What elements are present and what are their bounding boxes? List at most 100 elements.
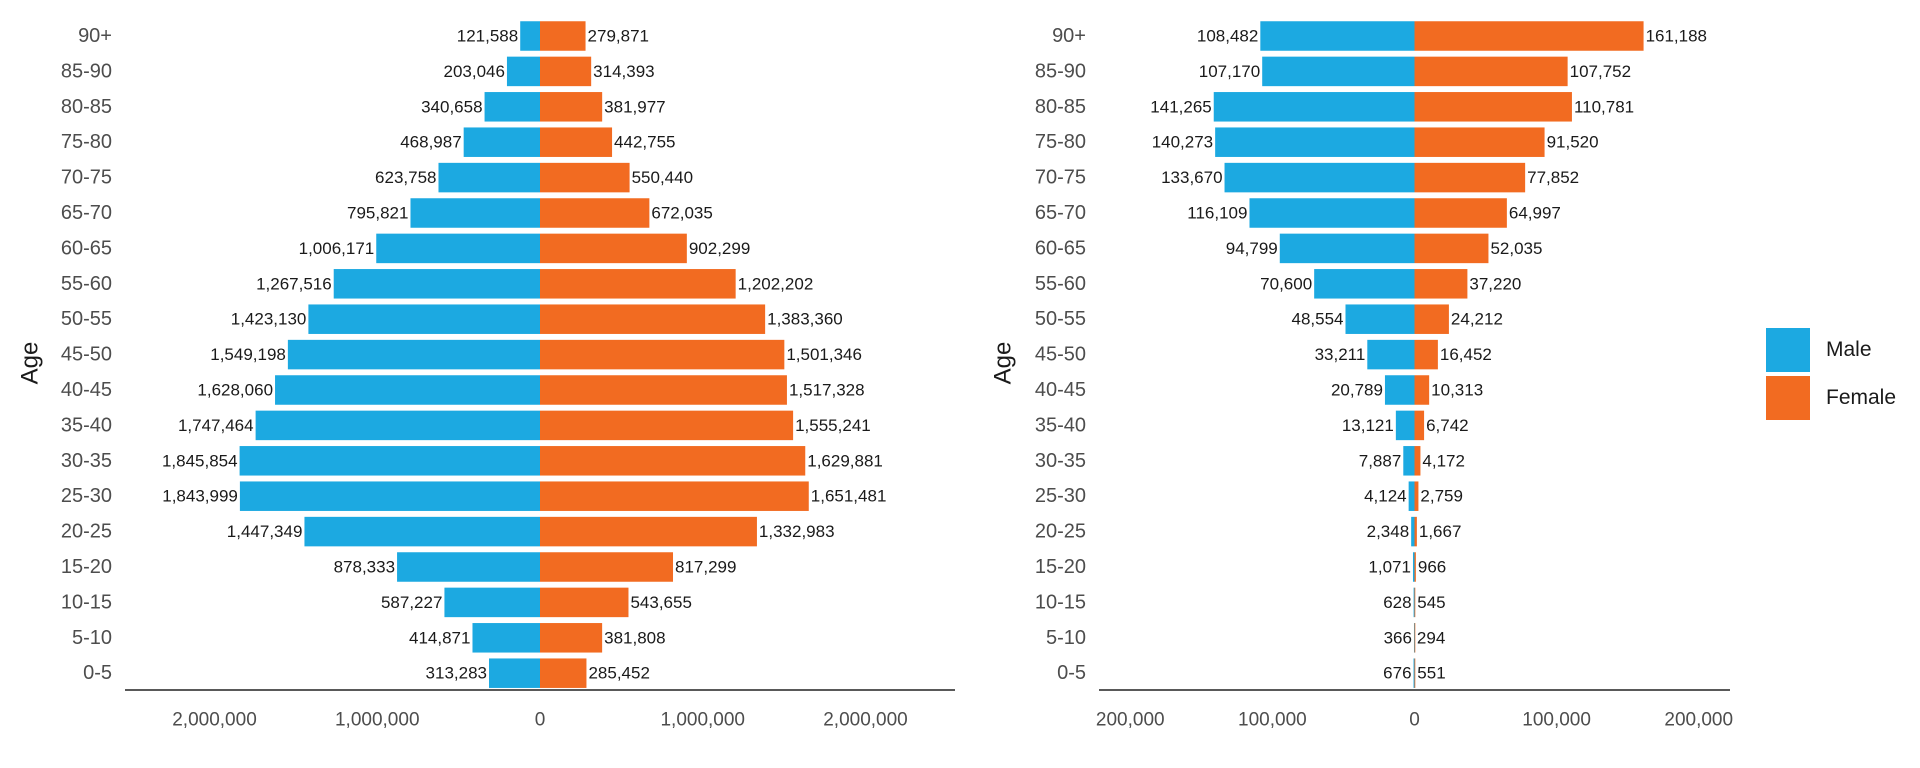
bar-male: [333, 269, 540, 299]
x-tick-label: 100,000: [1522, 710, 1591, 731]
bar-male: [520, 21, 540, 51]
data-label-female: 1,383,360: [767, 310, 843, 329]
category-label: 75-80: [61, 131, 112, 153]
x-tick-label: 200,000: [1096, 710, 1165, 731]
bar-male: [1413, 623, 1415, 653]
data-label-male: 795,821: [347, 204, 408, 223]
category-label: 65-70: [1035, 202, 1086, 224]
data-label-female: 16,452: [1440, 345, 1492, 364]
data-label-female: 442,755: [614, 133, 675, 152]
data-label-female: 966: [1418, 558, 1446, 577]
data-label-male: 1,747,464: [178, 416, 254, 435]
category-label: 45-50: [1035, 344, 1086, 366]
bar-male: [484, 92, 540, 122]
category-label: 0-5: [1057, 662, 1086, 684]
data-label-female: 1,667: [1419, 522, 1462, 541]
bar-female: [1414, 587, 1416, 618]
category-label: 60-65: [1035, 237, 1086, 259]
data-label-female: 1,202,202: [738, 274, 814, 293]
data-label-female: 110,781: [1574, 97, 1634, 116]
data-label-female: 91,520: [1547, 133, 1599, 152]
bar-male: [444, 587, 540, 618]
bar-female: [1414, 658, 1416, 688]
bar-female: [1414, 198, 1507, 228]
legend-key-female: [1766, 376, 1810, 420]
bar-male: [255, 410, 540, 441]
x-tick-label: 100,000: [1238, 710, 1307, 731]
bar-male: [472, 623, 540, 653]
category-label: 30-35: [61, 450, 112, 472]
bar-female: [540, 623, 603, 653]
category-label: 45-50: [61, 344, 112, 366]
data-label-male: 70,600: [1260, 274, 1312, 293]
bar-male: [1213, 92, 1415, 122]
data-label-female: 545: [1417, 593, 1445, 612]
bar-female: [1414, 127, 1545, 157]
category-label: 50-55: [1035, 308, 1086, 330]
legend-key-male: [1766, 328, 1810, 372]
bar-female: [540, 127, 613, 157]
bar-male: [1403, 446, 1415, 476]
bar-female: [1414, 339, 1438, 370]
data-label-male: 878,333: [334, 558, 395, 577]
y-axis-title: Age: [990, 342, 1017, 385]
bar-female: [1414, 21, 1644, 51]
category-label: 70-75: [1035, 167, 1086, 189]
bar-female: [1414, 56, 1568, 87]
data-label-male: 94,799: [1226, 239, 1278, 258]
bar-male: [1224, 162, 1415, 193]
bar-male: [438, 162, 540, 193]
data-label-male: 1,549,198: [210, 345, 286, 364]
x-tick-label: 1,000,000: [335, 710, 420, 731]
bar-male: [1215, 127, 1415, 157]
y-axis-title: Age: [17, 342, 44, 385]
bar-male: [275, 375, 540, 405]
data-label-male: 4,124: [1364, 487, 1407, 506]
data-label-female: 1,555,241: [795, 416, 871, 435]
data-label-female: 543,655: [630, 593, 691, 612]
data-label-male: 141,265: [1150, 97, 1211, 116]
bar-male: [489, 658, 540, 688]
data-label-male: 468,987: [400, 133, 461, 152]
category-label: 30-35: [1035, 450, 1086, 472]
bar-male: [397, 552, 540, 582]
data-label-female: 6,742: [1426, 416, 1469, 435]
category-label: 80-85: [61, 96, 112, 118]
data-label-female: 381,808: [604, 628, 665, 647]
data-label-male: 1,071: [1368, 558, 1411, 577]
data-label-male: 1,447,349: [227, 522, 303, 541]
bar-male: [287, 339, 540, 370]
bar-male: [376, 233, 540, 264]
bar-male: [239, 481, 541, 511]
bar-female: [1414, 375, 1430, 405]
data-label-male: 116,109: [1187, 204, 1247, 223]
category-label: 40-45: [1035, 379, 1086, 401]
bar-female: [1414, 481, 1419, 511]
bar-male: [1279, 233, 1415, 264]
bar-female: [540, 516, 757, 547]
bar-male: [1408, 481, 1415, 511]
data-label-female: 107,752: [1570, 62, 1631, 81]
category-label: 5-10: [1046, 627, 1086, 649]
bar-female: [1414, 233, 1489, 264]
bar-female: [540, 658, 587, 688]
bar-male: [1262, 56, 1415, 87]
data-label-female: 294: [1417, 628, 1445, 647]
data-label-male: 313,283: [426, 664, 487, 683]
category-label: 0-5: [83, 662, 112, 684]
bar-female: [1414, 304, 1449, 334]
data-label-male: 203,046: [444, 62, 505, 81]
bar-female: [540, 56, 592, 87]
category-label: 20-25: [1035, 521, 1086, 543]
x-tick-label: 0: [1409, 710, 1420, 731]
bar-male: [1411, 516, 1415, 547]
bar-female: [1414, 516, 1417, 547]
category-label: 65-70: [61, 202, 112, 224]
category-label: 90+: [78, 25, 112, 47]
bar-female: [1414, 92, 1572, 122]
data-label-female: 64,997: [1509, 204, 1561, 223]
data-label-female: 1,332,983: [759, 522, 835, 541]
bar-female: [540, 21, 586, 51]
data-label-female: 279,871: [588, 27, 649, 46]
